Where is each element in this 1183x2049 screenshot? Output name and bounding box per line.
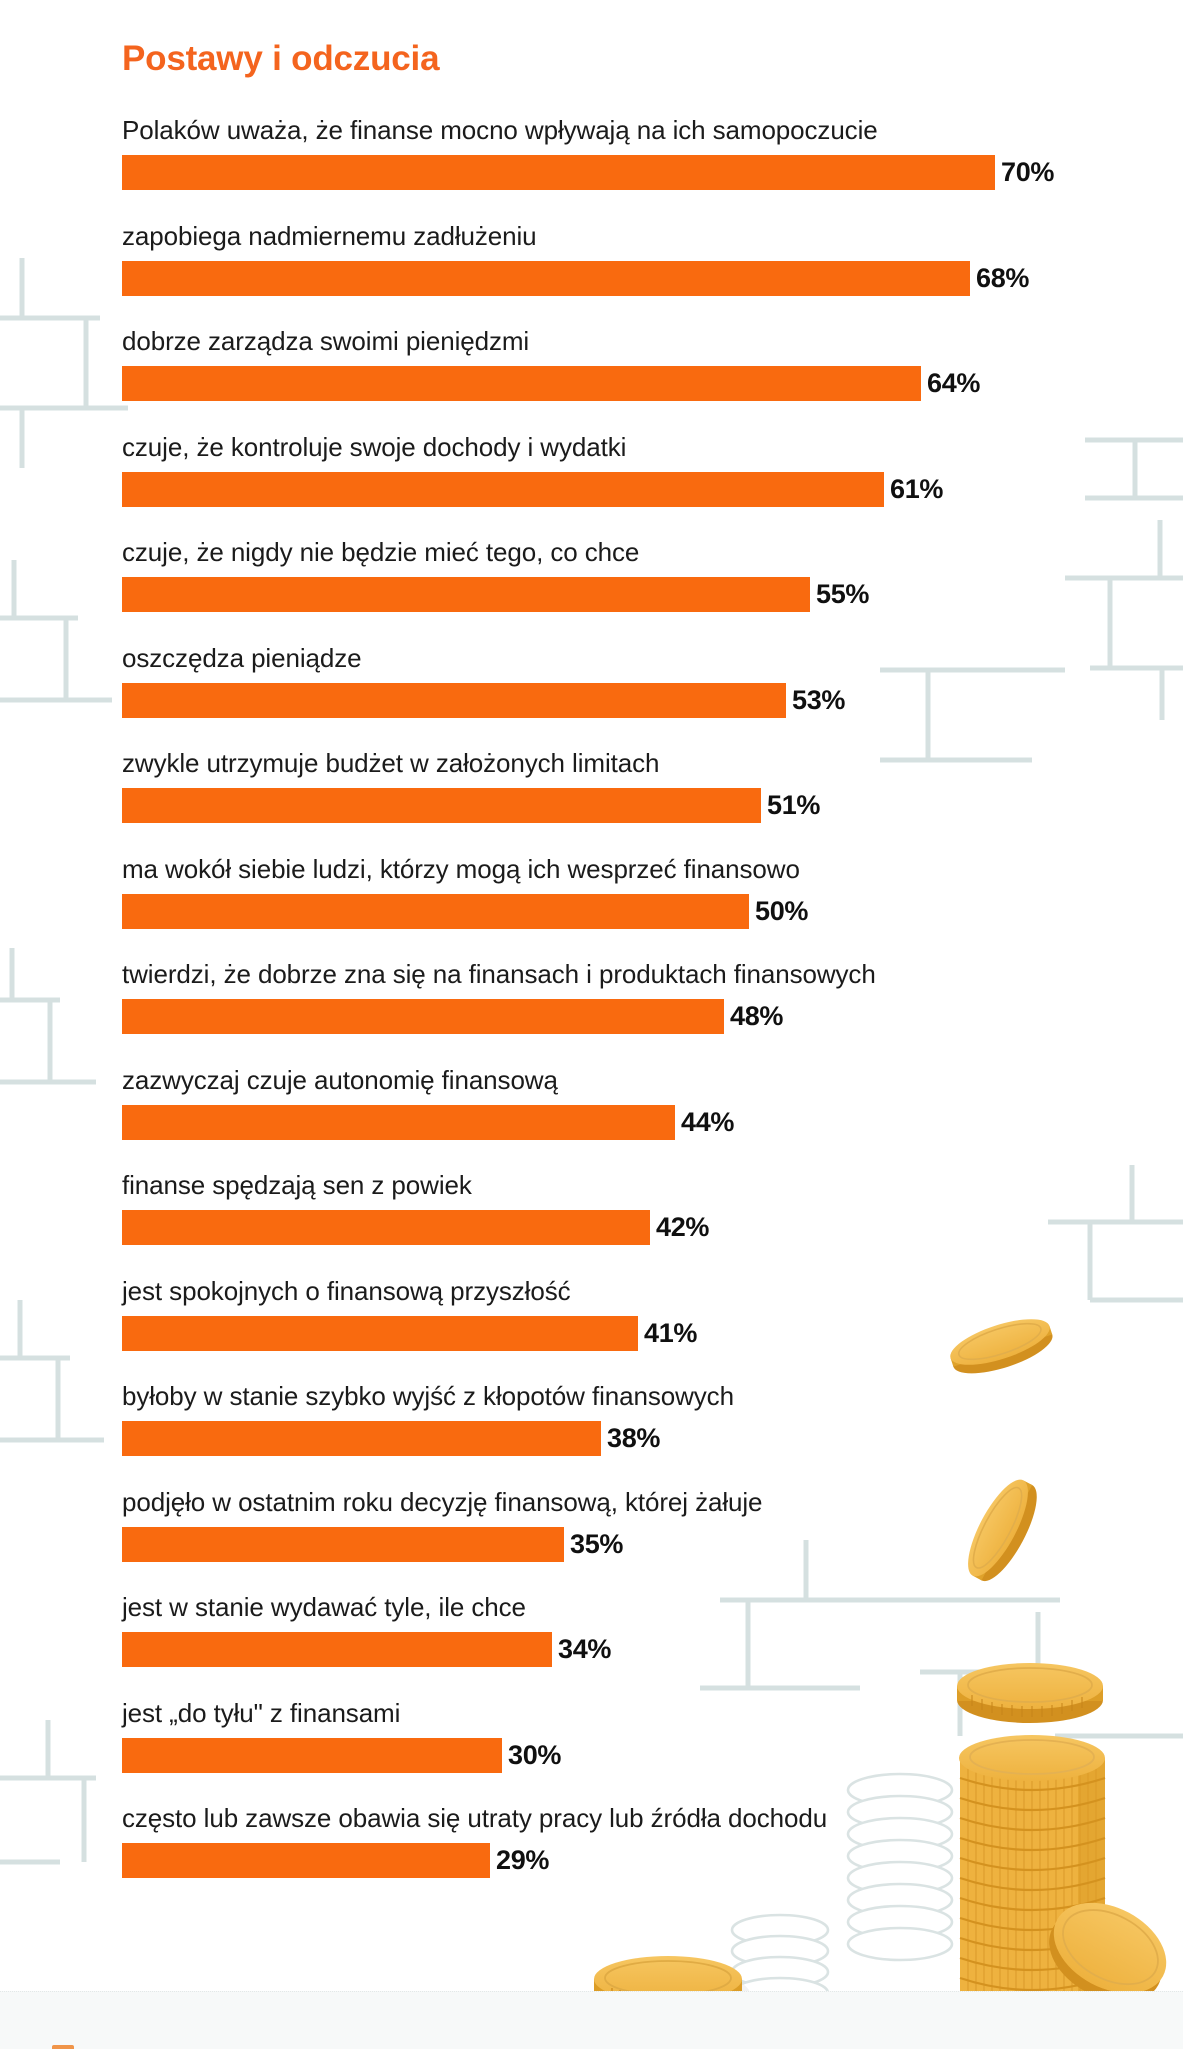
bar-value-label: 48% — [730, 1001, 784, 1031]
bar-track: 68% — [122, 260, 1030, 296]
bar-row-label: zazwyczaj czuje autonomię finansową — [122, 1064, 558, 1095]
bar-track: 44% — [122, 1104, 735, 1140]
bar-row: finanse spędzają sen z powiek 42% — [0, 1168, 1183, 1274]
bar-fill — [122, 1632, 552, 1667]
bar-row-label: jest w stanie wydawać tyle, ile chce — [122, 1592, 526, 1622]
bar-fill — [122, 1210, 650, 1245]
bar-track: 50% — [122, 893, 809, 929]
bar-row: jest „do tyłu" z finansami 30% — [0, 1696, 1183, 1802]
bar-row-label: jest spokojnych o finansową przyszłość — [122, 1275, 571, 1306]
bar-track: 42% — [122, 1210, 709, 1245]
bar-fill — [122, 471, 884, 507]
bar-row-label: Polaków uważa, że finanse mocno wpływają… — [122, 115, 878, 145]
bar-track: 34% — [122, 1632, 611, 1667]
bar-value-label: 30% — [508, 1739, 562, 1770]
bar-row-label: byłoby w stanie szybko wyjść z kłopotów … — [122, 1381, 734, 1411]
bar-value-label: 61% — [890, 473, 944, 504]
bar-row: oszczędza pieniądze 53% — [0, 641, 1183, 747]
bar-value-label: 42% — [656, 1212, 710, 1242]
bar-row: zapobiega nadmiernemu zadłużeniu 68% — [0, 219, 1183, 325]
footer-accent-mark — [52, 2045, 74, 2049]
bar-row-label: zapobiega nadmiernemu zadłużeniu — [122, 220, 537, 251]
bar-value-label: 51% — [767, 790, 821, 820]
bar-value-label: 68% — [976, 262, 1030, 293]
bar-row: ma wokół siebie ludzi, którzy mogą ich w… — [0, 852, 1183, 958]
bar-value-label: 34% — [558, 1634, 612, 1664]
bar-row: Polaków uważa, że finanse mocno wpływają… — [0, 113, 1183, 219]
bar-value-label: 50% — [755, 895, 809, 926]
bar-row-label: czuje, że nigdy nie będzie mieć tego, co… — [122, 537, 640, 567]
bar-fill — [122, 999, 724, 1034]
bar-fill — [122, 260, 970, 296]
bar-fill — [122, 1843, 490, 1878]
bar-fill — [122, 366, 921, 401]
bar-row: jest w stanie wydawać tyle, ile chce 34% — [0, 1590, 1183, 1696]
bar-value-label: 44% — [681, 1106, 735, 1137]
bar-value-label: 64% — [927, 368, 981, 398]
bar-track: 48% — [122, 999, 783, 1034]
bar-row-label: twierdzi, że dobrze zna się na finansach… — [122, 959, 876, 989]
bar-row: czuje, że kontroluje swoje dochody i wyd… — [0, 430, 1183, 536]
bar-track: 35% — [122, 1526, 624, 1562]
bar-fill — [122, 788, 761, 823]
bar-row-label: często lub zawsze obawia się utraty prac… — [122, 1803, 828, 1833]
bar-fill — [122, 155, 995, 190]
bar-track: 53% — [122, 682, 846, 718]
bar-value-label: 29% — [496, 1845, 550, 1875]
bar-value-label: 35% — [570, 1528, 624, 1559]
bar-row: podjęło w ostatnim roku decyzję finansow… — [0, 1485, 1183, 1591]
bar-track: 41% — [122, 1315, 698, 1351]
bar-fill — [122, 1737, 502, 1773]
bar-row: często lub zawsze obawia się utraty prac… — [0, 1801, 1183, 1907]
bar-fill — [122, 1315, 638, 1351]
footer-band — [0, 1991, 1183, 2049]
bar-track: 51% — [122, 788, 820, 823]
bar-value-label: 41% — [644, 1317, 698, 1348]
bar-row-label: czuje, że kontroluje swoje dochody i wyd… — [122, 431, 627, 462]
bar-fill — [122, 577, 810, 612]
bar-row: jest spokojnych o finansową przyszłość 41… — [0, 1274, 1183, 1380]
bar-chart: Polaków uważa, że finanse mocno wpływają… — [0, 113, 1183, 1907]
bar-fill — [122, 1526, 564, 1562]
bar-value-label: 55% — [816, 579, 870, 609]
bar-row: zwykle utrzymuje budżet w założonych lim… — [0, 746, 1183, 852]
bar-value-label: 70% — [1001, 157, 1055, 187]
bar-row: dobrze zarządza swoimi pieniędzmi 64% — [0, 324, 1183, 430]
page-title: Postawy i odczucia — [122, 39, 440, 78]
bar-row-label: finanse spędzają sen z powiek — [122, 1170, 472, 1200]
bar-fill — [122, 1104, 675, 1140]
bar-row: czuje, że nigdy nie będzie mieć tego, co… — [0, 535, 1183, 641]
bar-track: 55% — [122, 577, 869, 612]
bar-row: byłoby w stanie szybko wyjść z kłopotów … — [0, 1379, 1183, 1485]
bar-row: zazwyczaj czuje autonomię finansową 44% — [0, 1063, 1183, 1169]
bar-fill — [122, 893, 749, 929]
bar-row-label: podjęło w ostatnim roku decyzję finansow… — [122, 1486, 763, 1517]
bar-track: 64% — [122, 366, 980, 401]
bar-track: 70% — [122, 155, 1054, 190]
bar-row: twierdzi, że dobrze zna się na finansach… — [0, 957, 1183, 1063]
bar-row-label: zwykle utrzymuje budżet w założonych lim… — [122, 748, 660, 778]
bar-row-label: dobrze zarządza swoimi pieniędzmi — [122, 326, 530, 356]
bar-track: 29% — [122, 1843, 549, 1878]
bar-row-label: ma wokół siebie ludzi, którzy mogą ich w… — [122, 853, 800, 884]
bar-row-label: oszczędza pieniądze — [122, 642, 362, 673]
bar-value-label: 53% — [792, 684, 846, 715]
bar-track: 30% — [122, 1737, 562, 1773]
bar-value-label: 38% — [607, 1423, 661, 1453]
bar-row-label: jest „do tyłu" z finansami — [122, 1697, 401, 1728]
bar-fill — [122, 682, 786, 718]
bar-fill — [122, 1421, 601, 1456]
bar-track: 38% — [122, 1421, 660, 1456]
bar-track: 61% — [122, 471, 944, 507]
